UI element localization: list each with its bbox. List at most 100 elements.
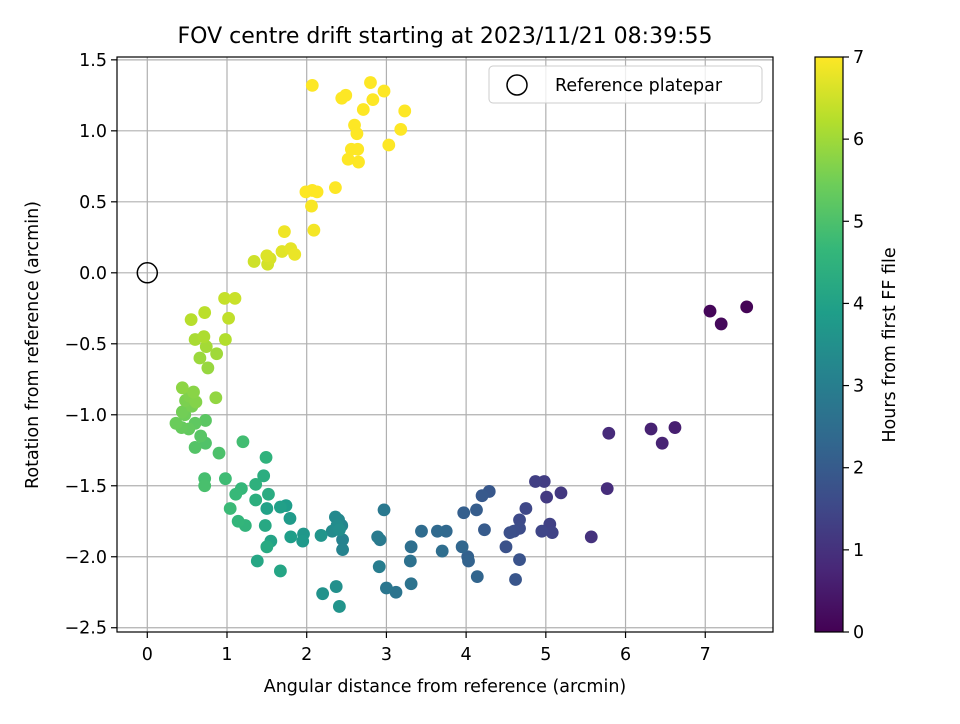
data-point — [364, 76, 377, 89]
data-point — [296, 534, 310, 548]
data-point — [209, 391, 223, 405]
data-point — [229, 487, 243, 501]
data-point — [219, 472, 232, 486]
data-point — [703, 304, 717, 318]
data-point — [288, 247, 302, 261]
data-point — [380, 581, 393, 595]
y-tick-label: −2.0 — [65, 548, 108, 568]
data-point — [262, 487, 275, 501]
data-point — [175, 405, 189, 419]
x-tick-label: 5 — [540, 645, 551, 665]
colorbar-tick-label: 0 — [853, 623, 864, 643]
data-point — [336, 533, 349, 547]
data-point — [260, 502, 274, 515]
x-tick-label: 3 — [381, 645, 392, 665]
x-tick-label: 2 — [301, 645, 312, 665]
data-point — [714, 317, 728, 331]
data-point — [198, 306, 212, 319]
y-tick-label: −1.5 — [65, 477, 108, 497]
data-point — [219, 333, 232, 346]
data-point — [509, 573, 522, 586]
x-axis-ticks: 0 1 2 3 4 5 6 7 — [142, 632, 711, 665]
data-point — [228, 291, 242, 305]
data-point — [247, 255, 261, 268]
x-tick-label: 6 — [620, 645, 631, 665]
data-point — [389, 585, 403, 599]
data-point — [655, 436, 669, 450]
data-point — [668, 421, 682, 434]
data-point — [305, 199, 318, 213]
data-point — [274, 564, 287, 578]
data-point — [535, 524, 549, 538]
data-point — [332, 600, 346, 613]
data-point — [462, 554, 475, 568]
y-tick-label: 1.5 — [79, 51, 107, 71]
colorbar-tick-label: 7 — [853, 48, 864, 68]
data-point — [336, 543, 349, 557]
x-tick-label: 4 — [461, 645, 472, 665]
legend-entry-reference: Reference platepar — [555, 76, 723, 96]
data-point — [274, 500, 287, 514]
reference-marker-layer — [136, 262, 159, 284]
legend-box — [488, 65, 763, 104]
data-point — [455, 540, 469, 554]
data-point — [194, 429, 208, 443]
data-point — [503, 526, 517, 540]
data-point — [470, 570, 484, 584]
y-tick-label: −1.0 — [65, 406, 108, 426]
colorbar-gradient — [815, 57, 843, 632]
colorbar-tick-label: 4 — [853, 294, 864, 314]
data-point — [404, 577, 418, 591]
data-point — [277, 225, 291, 239]
data-point — [382, 138, 396, 152]
data-point — [545, 526, 559, 540]
data-point — [198, 479, 212, 493]
data-point — [329, 580, 343, 593]
data-point — [457, 506, 471, 520]
data-point — [398, 104, 412, 118]
data-point — [218, 291, 232, 305]
data-point — [257, 469, 271, 483]
data-point — [250, 554, 264, 568]
data-point — [249, 493, 263, 507]
plot-frame — [116, 56, 774, 633]
data-point — [188, 441, 202, 454]
y-tick-label: 0.5 — [79, 193, 107, 213]
data-point — [537, 475, 551, 488]
data-point — [403, 554, 417, 568]
data-point — [377, 503, 391, 517]
data-point — [435, 544, 449, 558]
data-point — [184, 313, 198, 327]
data-point — [377, 84, 391, 98]
data-point — [201, 361, 215, 375]
data-point — [600, 482, 614, 496]
data-point — [371, 530, 385, 544]
y-axis-ticks: −2.5 −2.0 −1.5 −1.0 −0.5 0.0 0.5 1.0 1.5 — [65, 51, 117, 639]
colorbar-tick-label: 3 — [853, 377, 864, 397]
data-point — [519, 502, 533, 515]
data-point — [231, 514, 245, 528]
data-point — [283, 512, 297, 525]
data-point — [356, 103, 370, 116]
data-point — [187, 385, 200, 399]
data-point — [350, 127, 364, 141]
data-point — [475, 489, 489, 503]
data-point — [199, 340, 213, 354]
y-tick-label: −2.5 — [65, 619, 108, 639]
data-point — [372, 560, 386, 574]
data-point — [236, 435, 250, 449]
data-point — [223, 502, 237, 515]
data-point — [404, 540, 418, 554]
data-point — [644, 422, 658, 436]
colorbar-frame — [814, 56, 844, 633]
data-point — [193, 351, 207, 365]
legend: Reference platepar — [488, 65, 763, 104]
data-point — [351, 142, 365, 156]
data-point — [602, 426, 616, 440]
data-point — [339, 88, 353, 102]
data-point — [199, 414, 212, 427]
data-point — [314, 529, 328, 542]
reference-platepar-marker — [136, 262, 159, 284]
data-point — [212, 446, 226, 460]
